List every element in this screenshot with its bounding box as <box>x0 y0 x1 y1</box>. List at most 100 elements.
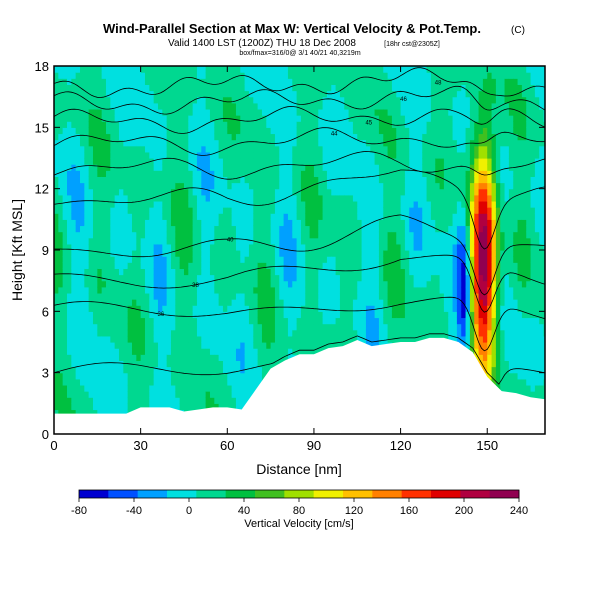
velocity-cell <box>71 280 77 288</box>
velocity-cell <box>144 372 150 380</box>
velocity-cell <box>309 207 315 214</box>
velocity-cell <box>292 305 298 312</box>
velocity-cell <box>114 151 120 159</box>
velocity-cell <box>404 329 410 337</box>
velocity-cell <box>179 366 185 374</box>
velocity-cell <box>231 354 237 361</box>
velocity-cell <box>79 311 85 319</box>
velocity-cell <box>296 194 302 202</box>
velocity-cell <box>218 139 224 147</box>
velocity-cell <box>79 323 85 331</box>
velocity-cell <box>396 164 402 171</box>
velocity-cell <box>62 360 68 368</box>
velocity-cell <box>331 311 337 319</box>
velocity-cell <box>270 96 276 104</box>
velocity-cell <box>58 200 64 208</box>
velocity-cell <box>274 305 280 312</box>
velocity-cell <box>253 176 259 184</box>
velocity-cell <box>127 299 133 306</box>
velocity-cell <box>287 121 293 128</box>
velocity-cell <box>140 145 146 153</box>
velocity-cell <box>274 317 280 325</box>
velocity-cell <box>404 108 410 116</box>
velocity-cell <box>283 250 289 257</box>
velocity-cell <box>92 335 98 343</box>
velocity-cell <box>261 182 267 190</box>
velocity-cell <box>292 292 298 300</box>
velocity-cell <box>287 256 293 263</box>
velocity-cell <box>166 78 172 85</box>
velocity-cell <box>240 90 246 98</box>
velocity-cell <box>309 133 315 141</box>
velocity-cell <box>287 200 293 208</box>
velocity-cell <box>192 194 198 202</box>
velocity-cell <box>88 317 94 325</box>
velocity-cell <box>58 397 64 404</box>
velocity-cell <box>144 299 150 306</box>
velocity-cell <box>131 133 137 141</box>
velocity-cell <box>179 243 185 251</box>
velocity-cell <box>84 403 90 411</box>
velocity-cell <box>183 237 189 245</box>
velocity-cell <box>374 268 380 276</box>
velocity-cell <box>157 384 163 392</box>
velocity-cell <box>222 384 228 392</box>
velocity-cell <box>58 72 64 79</box>
velocity-cell <box>79 176 85 184</box>
velocity-cell <box>361 329 367 337</box>
velocity-cell <box>92 231 98 239</box>
velocity-cell <box>365 243 371 251</box>
velocity-cell <box>114 311 120 319</box>
velocity-cell <box>352 268 358 276</box>
velocity-cell <box>71 127 77 135</box>
velocity-cell <box>305 323 311 331</box>
velocity-cell <box>348 243 354 251</box>
velocity-cell <box>218 360 224 368</box>
velocity-cell <box>153 231 159 239</box>
velocity-cell <box>248 342 254 349</box>
velocity-cell <box>127 366 133 374</box>
velocity-cell <box>287 305 293 312</box>
velocity-cell <box>261 256 267 263</box>
velocity-cell <box>266 188 272 196</box>
velocity-cell <box>214 127 220 135</box>
velocity-cell <box>205 207 211 214</box>
velocity-cell <box>400 90 406 98</box>
velocity-cell <box>54 403 59 411</box>
velocity-cell <box>131 256 137 263</box>
velocity-cell <box>97 280 103 288</box>
velocity-cell <box>170 342 176 349</box>
velocity-cell <box>231 176 237 184</box>
velocity-cell <box>305 108 311 116</box>
velocity-cell <box>383 317 389 325</box>
velocity-cell <box>123 78 129 85</box>
velocity-cell <box>296 213 302 220</box>
velocity-cell <box>140 323 146 331</box>
velocity-cell <box>170 78 176 85</box>
velocity-cell <box>149 108 155 116</box>
velocity-cell <box>84 231 90 239</box>
velocity-cell <box>214 176 220 184</box>
velocity-cell <box>144 200 150 208</box>
velocity-cell <box>175 305 181 312</box>
velocity-cell <box>391 225 397 233</box>
velocity-cell <box>335 213 341 220</box>
velocity-cell <box>205 256 211 263</box>
velocity-cell <box>357 170 363 177</box>
velocity-cell <box>331 262 337 269</box>
velocity-cell <box>97 268 103 276</box>
velocity-cell <box>283 213 289 220</box>
velocity-cell <box>144 292 150 300</box>
velocity-cell <box>54 96 59 104</box>
velocity-cell <box>292 262 298 269</box>
velocity-cell <box>201 366 207 374</box>
velocity-cell <box>409 176 415 184</box>
velocity-cell <box>305 133 311 141</box>
velocity-cell <box>218 213 224 220</box>
velocity-cell <box>101 133 107 141</box>
velocity-cell <box>162 127 168 135</box>
velocity-cell <box>79 127 85 135</box>
velocity-cell <box>136 274 142 282</box>
velocity-cell <box>309 72 315 79</box>
velocity-cell <box>110 139 116 147</box>
